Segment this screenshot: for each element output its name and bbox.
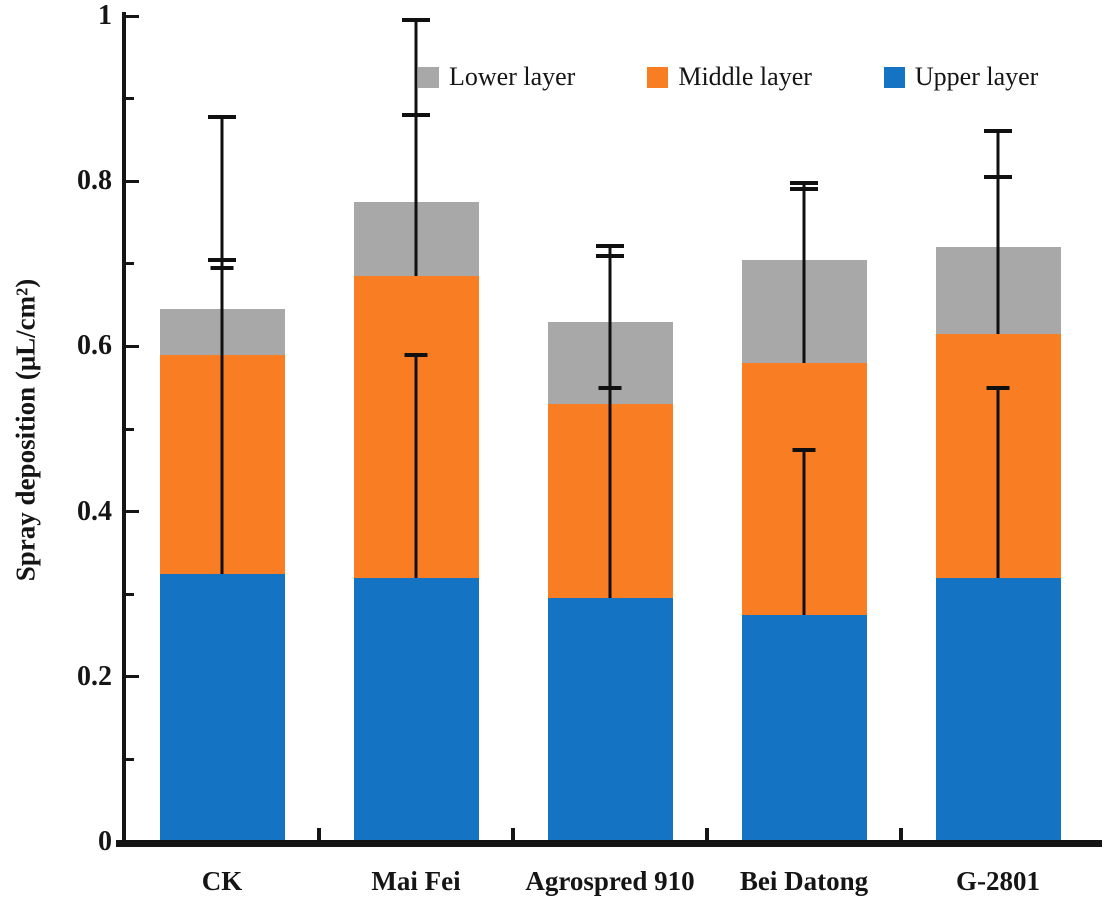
error-bar-cap [790, 180, 818, 185]
bar-segment-upper-layer-3 [741, 614, 867, 842]
error-bar-cap [404, 352, 428, 357]
x-axis-tick [899, 828, 903, 840]
error-bar-line [608, 255, 612, 405]
y-axis-major-tick [126, 179, 139, 183]
y-axis-minor-tick [126, 757, 134, 761]
error-bar-cap [208, 114, 236, 119]
legend-item-2: Upper layer [883, 62, 1039, 92]
y-axis-minor-tick [126, 427, 134, 431]
y-axis-major-tick [126, 840, 139, 844]
error-bar-line [414, 20, 418, 202]
y-axis-minor-tick [126, 97, 134, 101]
y-axis-major-tick [126, 675, 139, 679]
error-bar-line [414, 354, 418, 578]
bar-segment-upper-layer-0 [159, 573, 285, 842]
y-tick-label: 0.4 [77, 495, 112, 527]
x-axis-tick [705, 828, 709, 840]
error-bar-cap [596, 243, 624, 248]
error-bar-line [802, 189, 806, 363]
y-tick-label: 0.6 [77, 330, 112, 362]
y-axis-minor-tick [126, 262, 134, 266]
x-category-label-2: Agrospred 910 [525, 866, 695, 896]
x-category-label-3: Bei Datong [739, 866, 869, 896]
y-tick-label: 1 [98, 0, 112, 31]
legend-swatch-icon [647, 66, 669, 88]
legend-label: Upper layer [914, 62, 1039, 91]
legend-item-1: Middle layer [647, 62, 812, 92]
error-bar-line [802, 182, 806, 260]
y-tick-label: 0.2 [77, 660, 112, 692]
error-bar-line [802, 449, 806, 615]
legend-swatch-icon [883, 66, 905, 88]
legend-label: Middle layer [678, 62, 812, 91]
error-bar-line [608, 387, 612, 599]
error-bar-line [996, 130, 1000, 248]
error-bar-line [996, 177, 1000, 334]
error-bar-line [220, 267, 224, 574]
error-bar-cap [986, 385, 1010, 390]
y-axis-major-tick [126, 14, 139, 18]
error-bar-line [996, 387, 1000, 578]
y-axis-major-tick [126, 344, 139, 348]
error-bar-cap [984, 128, 1012, 133]
x-category-label-0: CK [201, 866, 243, 896]
y-axis-line [122, 12, 126, 846]
y-axis-title: Spray deposition (μL/cm²) [10, 278, 41, 582]
x-axis-line [116, 840, 1102, 847]
x-axis-tick [511, 828, 515, 840]
y-tick-label: 0 [98, 826, 112, 857]
error-bar-line [608, 245, 612, 322]
x-category-label-4: G-2801 [956, 866, 1040, 896]
legend: Lower layer Middle layer Upper layer [418, 62, 1038, 92]
x-category-label-1: Mai Fei [371, 866, 461, 896]
y-axis-major-tick [126, 510, 139, 514]
legend-item-0: Lower layer [418, 62, 575, 92]
bar-segment-upper-layer-4 [935, 577, 1061, 842]
y-tick-label: 0.8 [77, 165, 112, 197]
legend-swatch-icon [418, 66, 439, 88]
error-bar-cap [402, 18, 430, 23]
y-axis-minor-tick [126, 592, 134, 596]
error-bar-line [220, 116, 224, 310]
bar-segment-upper-layer-2 [547, 598, 673, 842]
legend-label: Lower layer [449, 62, 576, 91]
x-axis-tick [317, 828, 321, 840]
bar-segment-upper-layer-1 [353, 577, 479, 842]
error-bar-cap [792, 447, 816, 452]
